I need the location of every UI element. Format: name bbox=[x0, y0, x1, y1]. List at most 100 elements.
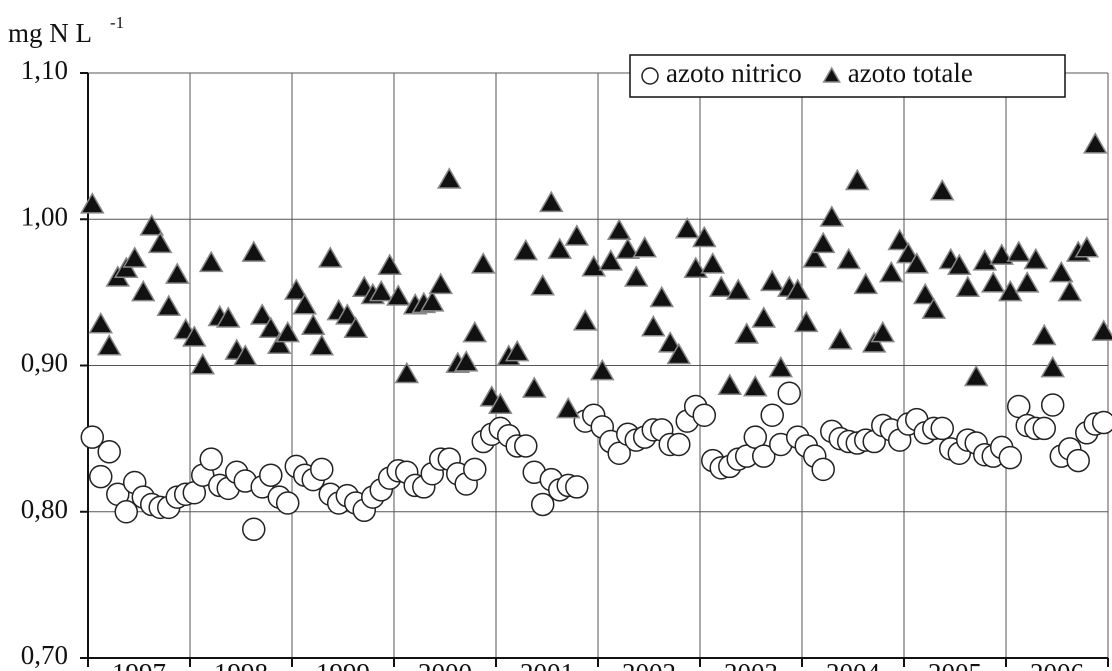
triangle-point bbox=[241, 240, 267, 262]
legend-label: azoto nitrico bbox=[666, 58, 802, 88]
triangle-point bbox=[436, 167, 462, 189]
triangle-point bbox=[717, 373, 743, 395]
y-axis-label: mg N L bbox=[8, 18, 92, 48]
triangle-point bbox=[768, 355, 794, 378]
circle-point bbox=[530, 492, 555, 517]
triangle-point bbox=[955, 275, 981, 297]
circle-point bbox=[242, 517, 266, 542]
triangle-point bbox=[921, 297, 947, 319]
x-tick-label: 1997 bbox=[112, 658, 166, 671]
circle-point bbox=[463, 457, 487, 482]
circle-point bbox=[1040, 393, 1065, 417]
triangle-point bbox=[555, 396, 581, 419]
circle-point bbox=[514, 434, 538, 458]
triangle-point bbox=[462, 320, 488, 343]
triangle-point bbox=[394, 361, 420, 384]
x-tick-label: 2004 bbox=[826, 658, 881, 671]
circle-point bbox=[777, 381, 801, 406]
circle-point bbox=[310, 457, 334, 482]
triangle-point bbox=[887, 228, 913, 251]
circle-point bbox=[1091, 410, 1112, 435]
circle-point bbox=[692, 403, 717, 427]
y-tick-label: 1,10 bbox=[21, 55, 68, 85]
triangle-point bbox=[708, 275, 734, 297]
triangle-point bbox=[130, 279, 156, 302]
triangle-point bbox=[742, 374, 768, 397]
triangle-point bbox=[300, 313, 326, 336]
triangle-point bbox=[487, 392, 513, 414]
triangle-point bbox=[198, 250, 224, 273]
x-tick-label: 2006 bbox=[1030, 658, 1084, 671]
triangle-point bbox=[912, 282, 938, 305]
circle-point bbox=[1066, 448, 1090, 473]
triangle-point bbox=[759, 269, 785, 292]
triangle-point bbox=[122, 246, 148, 268]
triangle-point bbox=[504, 339, 530, 362]
triangle-point bbox=[870, 320, 896, 343]
triangle-point bbox=[980, 271, 1006, 293]
triangle-point bbox=[822, 66, 841, 83]
x-tick-label: 2003 bbox=[724, 658, 778, 671]
triangle-point bbox=[343, 316, 369, 338]
triangle-point bbox=[946, 253, 972, 276]
circle-point bbox=[565, 475, 589, 499]
triangle-point bbox=[564, 224, 590, 246]
triangle-point bbox=[819, 205, 845, 227]
triangle-point bbox=[649, 285, 675, 308]
triangle-point bbox=[853, 272, 879, 295]
triangle-point bbox=[79, 192, 105, 214]
x-tick-label: 1999 bbox=[316, 658, 370, 671]
circle-point bbox=[114, 500, 138, 524]
triangle-point bbox=[266, 332, 292, 355]
triangle-point bbox=[963, 364, 989, 387]
circle-point bbox=[930, 416, 954, 441]
triangle-point bbox=[232, 344, 258, 366]
triangle-point bbox=[1031, 323, 1057, 346]
triangle-point bbox=[368, 279, 394, 302]
triangle-point bbox=[674, 216, 700, 239]
circle-point bbox=[199, 447, 223, 471]
triangle-point bbox=[470, 252, 496, 274]
triangle-point bbox=[734, 322, 760, 344]
triangle-point bbox=[725, 278, 751, 300]
y-tick-label: 0,80 bbox=[21, 494, 68, 524]
triangle-point bbox=[997, 279, 1023, 302]
circle-point bbox=[259, 463, 283, 487]
circle-point bbox=[641, 67, 659, 85]
x-tick-label: 1998 bbox=[214, 658, 268, 671]
triangle-point bbox=[666, 342, 692, 365]
triangle-point bbox=[1057, 279, 1083, 302]
y-tick-label: 1,00 bbox=[21, 201, 68, 231]
triangle-point bbox=[275, 320, 301, 343]
circle-point bbox=[811, 457, 835, 482]
triangle-point bbox=[453, 350, 479, 372]
triangle-point bbox=[844, 168, 870, 191]
triangle-point bbox=[929, 178, 955, 201]
circle-point bbox=[97, 440, 121, 464]
triangle-point bbox=[292, 293, 318, 315]
triangle-point bbox=[793, 310, 819, 333]
triangle-point bbox=[377, 253, 403, 276]
triangle-point bbox=[598, 249, 624, 271]
triangle-point bbox=[632, 235, 658, 258]
triangle-point bbox=[139, 214, 165, 236]
circle-point bbox=[1032, 416, 1056, 441]
x-tick-label: 2005 bbox=[928, 658, 982, 671]
triangle-point bbox=[96, 333, 122, 356]
triangle-point bbox=[428, 272, 454, 295]
circle-point bbox=[760, 403, 784, 427]
y-tick-label: 0,90 bbox=[21, 348, 68, 378]
triangle-point bbox=[283, 278, 309, 300]
triangle-point bbox=[972, 249, 998, 271]
triangle-point bbox=[181, 325, 207, 347]
triangle-point bbox=[691, 225, 717, 248]
triangle-point bbox=[419, 290, 445, 312]
triangle-point bbox=[164, 262, 190, 284]
triangle-point bbox=[1006, 240, 1032, 262]
circle-point bbox=[275, 491, 300, 515]
triangle-point bbox=[827, 328, 853, 350]
triangle-point bbox=[334, 303, 360, 325]
triangle-point bbox=[1091, 319, 1112, 341]
triangle-point bbox=[1048, 260, 1074, 283]
